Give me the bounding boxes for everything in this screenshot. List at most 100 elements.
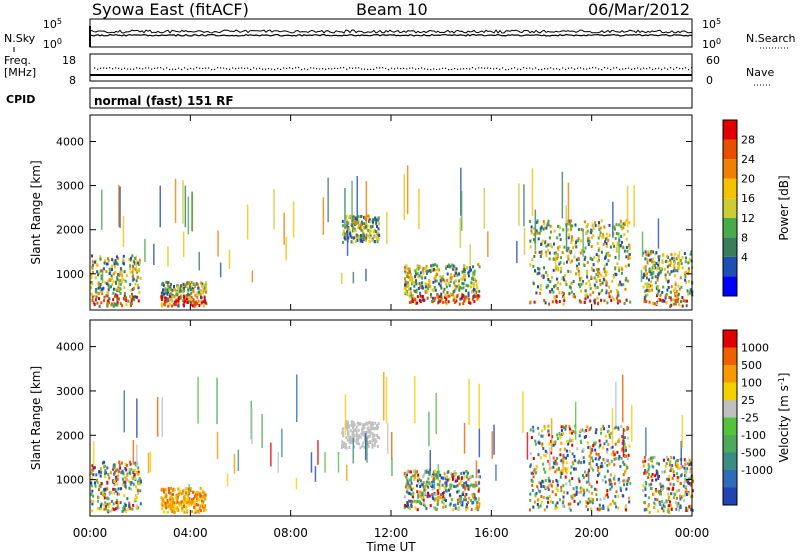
echo-cell <box>342 444 345 448</box>
echo-cell <box>404 271 407 275</box>
echo-cell <box>591 501 594 505</box>
echo-cell <box>188 492 191 496</box>
echo-cell <box>585 272 588 276</box>
nave-dot <box>553 68 555 70</box>
echo-cell <box>592 468 595 472</box>
echo-cell <box>537 505 540 509</box>
echo-cell <box>529 465 532 469</box>
echo-cell <box>194 495 196 498</box>
echo-cell <box>116 492 119 496</box>
echo-cell <box>553 295 556 299</box>
echo-cell <box>160 496 163 500</box>
echo-cell <box>454 279 457 283</box>
colorbar-segment <box>723 198 737 218</box>
nave-dot <box>385 67 387 70</box>
echo-cell <box>586 425 589 429</box>
echo-cell <box>532 265 535 268</box>
echo-cell <box>654 281 657 285</box>
echo-cell <box>180 505 183 508</box>
echo-cell <box>203 295 206 299</box>
echo-cell <box>590 485 593 489</box>
echo-cell <box>162 283 165 287</box>
echo-cell <box>609 435 612 439</box>
echo-cell <box>458 302 461 306</box>
echo-cell <box>405 471 408 475</box>
echo-cell <box>342 229 345 233</box>
echo-cell <box>584 429 587 433</box>
echo-cell <box>436 476 439 480</box>
colorbar-tick-label: 100 <box>741 377 762 390</box>
echo-cell <box>604 494 607 498</box>
echo-cell <box>409 278 412 282</box>
echo-cell <box>661 259 664 263</box>
echo-cell <box>679 497 682 501</box>
nave-dot <box>292 68 294 70</box>
echo-cell <box>685 492 688 496</box>
echo-cell <box>418 274 421 278</box>
echo-cell <box>569 224 572 228</box>
echo-cell <box>194 293 197 297</box>
echo-cell <box>131 292 133 296</box>
echo-cell <box>561 251 564 255</box>
echo-cell <box>538 271 541 275</box>
echo-cell <box>583 257 586 261</box>
echo-cell <box>119 266 122 270</box>
echo-cell <box>101 490 104 494</box>
echo-cell <box>577 237 580 241</box>
echo-cell <box>577 477 580 481</box>
echo-cell <box>580 276 583 280</box>
echo-cell <box>106 487 109 491</box>
echo-cell <box>597 469 599 473</box>
echo-cell <box>594 457 597 461</box>
echo-cell <box>674 287 677 291</box>
echo-cell <box>551 490 554 494</box>
echo-cell <box>91 282 94 286</box>
noise-sky-trace <box>89 29 693 34</box>
echo-cell <box>347 422 349 426</box>
echo-cell <box>597 301 600 305</box>
echo-cell <box>559 261 562 265</box>
echo-cell <box>428 280 431 284</box>
echo-cell <box>99 289 102 293</box>
echo-cell <box>436 489 439 493</box>
echo-cell <box>446 272 449 276</box>
echo-cell <box>374 230 377 234</box>
echo-cell <box>629 482 632 485</box>
echo-cell <box>651 272 654 276</box>
echo-cell <box>626 482 629 486</box>
echo-cell <box>625 487 628 491</box>
echo-cell <box>608 233 611 237</box>
nave-dot <box>271 68 273 70</box>
echo-cell <box>544 301 547 305</box>
echo-cell <box>124 485 127 488</box>
echo-cell <box>422 475 424 479</box>
nave-dot <box>367 68 369 70</box>
echo-cell <box>671 256 674 260</box>
echo-cell <box>556 433 559 437</box>
echo-cell <box>180 284 182 288</box>
nave-dot <box>355 67 357 69</box>
echo-cell <box>436 295 439 299</box>
echo-cell <box>374 421 377 425</box>
echo-cell <box>116 498 119 502</box>
nave-dot <box>607 67 609 69</box>
echo-cell <box>204 299 207 303</box>
echo-streak <box>327 177 329 223</box>
echo-streak <box>251 408 253 445</box>
echo-cell <box>205 288 208 292</box>
echo-cell <box>649 252 652 256</box>
echo-cell <box>612 297 615 301</box>
nave-dot <box>613 67 615 69</box>
echo-cell <box>168 503 171 507</box>
echo-cell <box>592 226 595 230</box>
echo-cell <box>432 497 435 500</box>
echo-cell <box>610 298 613 302</box>
echo-cell <box>444 300 447 304</box>
echo-cell <box>651 265 654 269</box>
echo-cell <box>559 270 562 274</box>
echo-cell <box>564 424 567 428</box>
colorbar-segment <box>723 256 737 277</box>
echo-cell <box>570 259 573 263</box>
echo-cell <box>179 296 182 300</box>
echo-cell <box>538 231 541 235</box>
